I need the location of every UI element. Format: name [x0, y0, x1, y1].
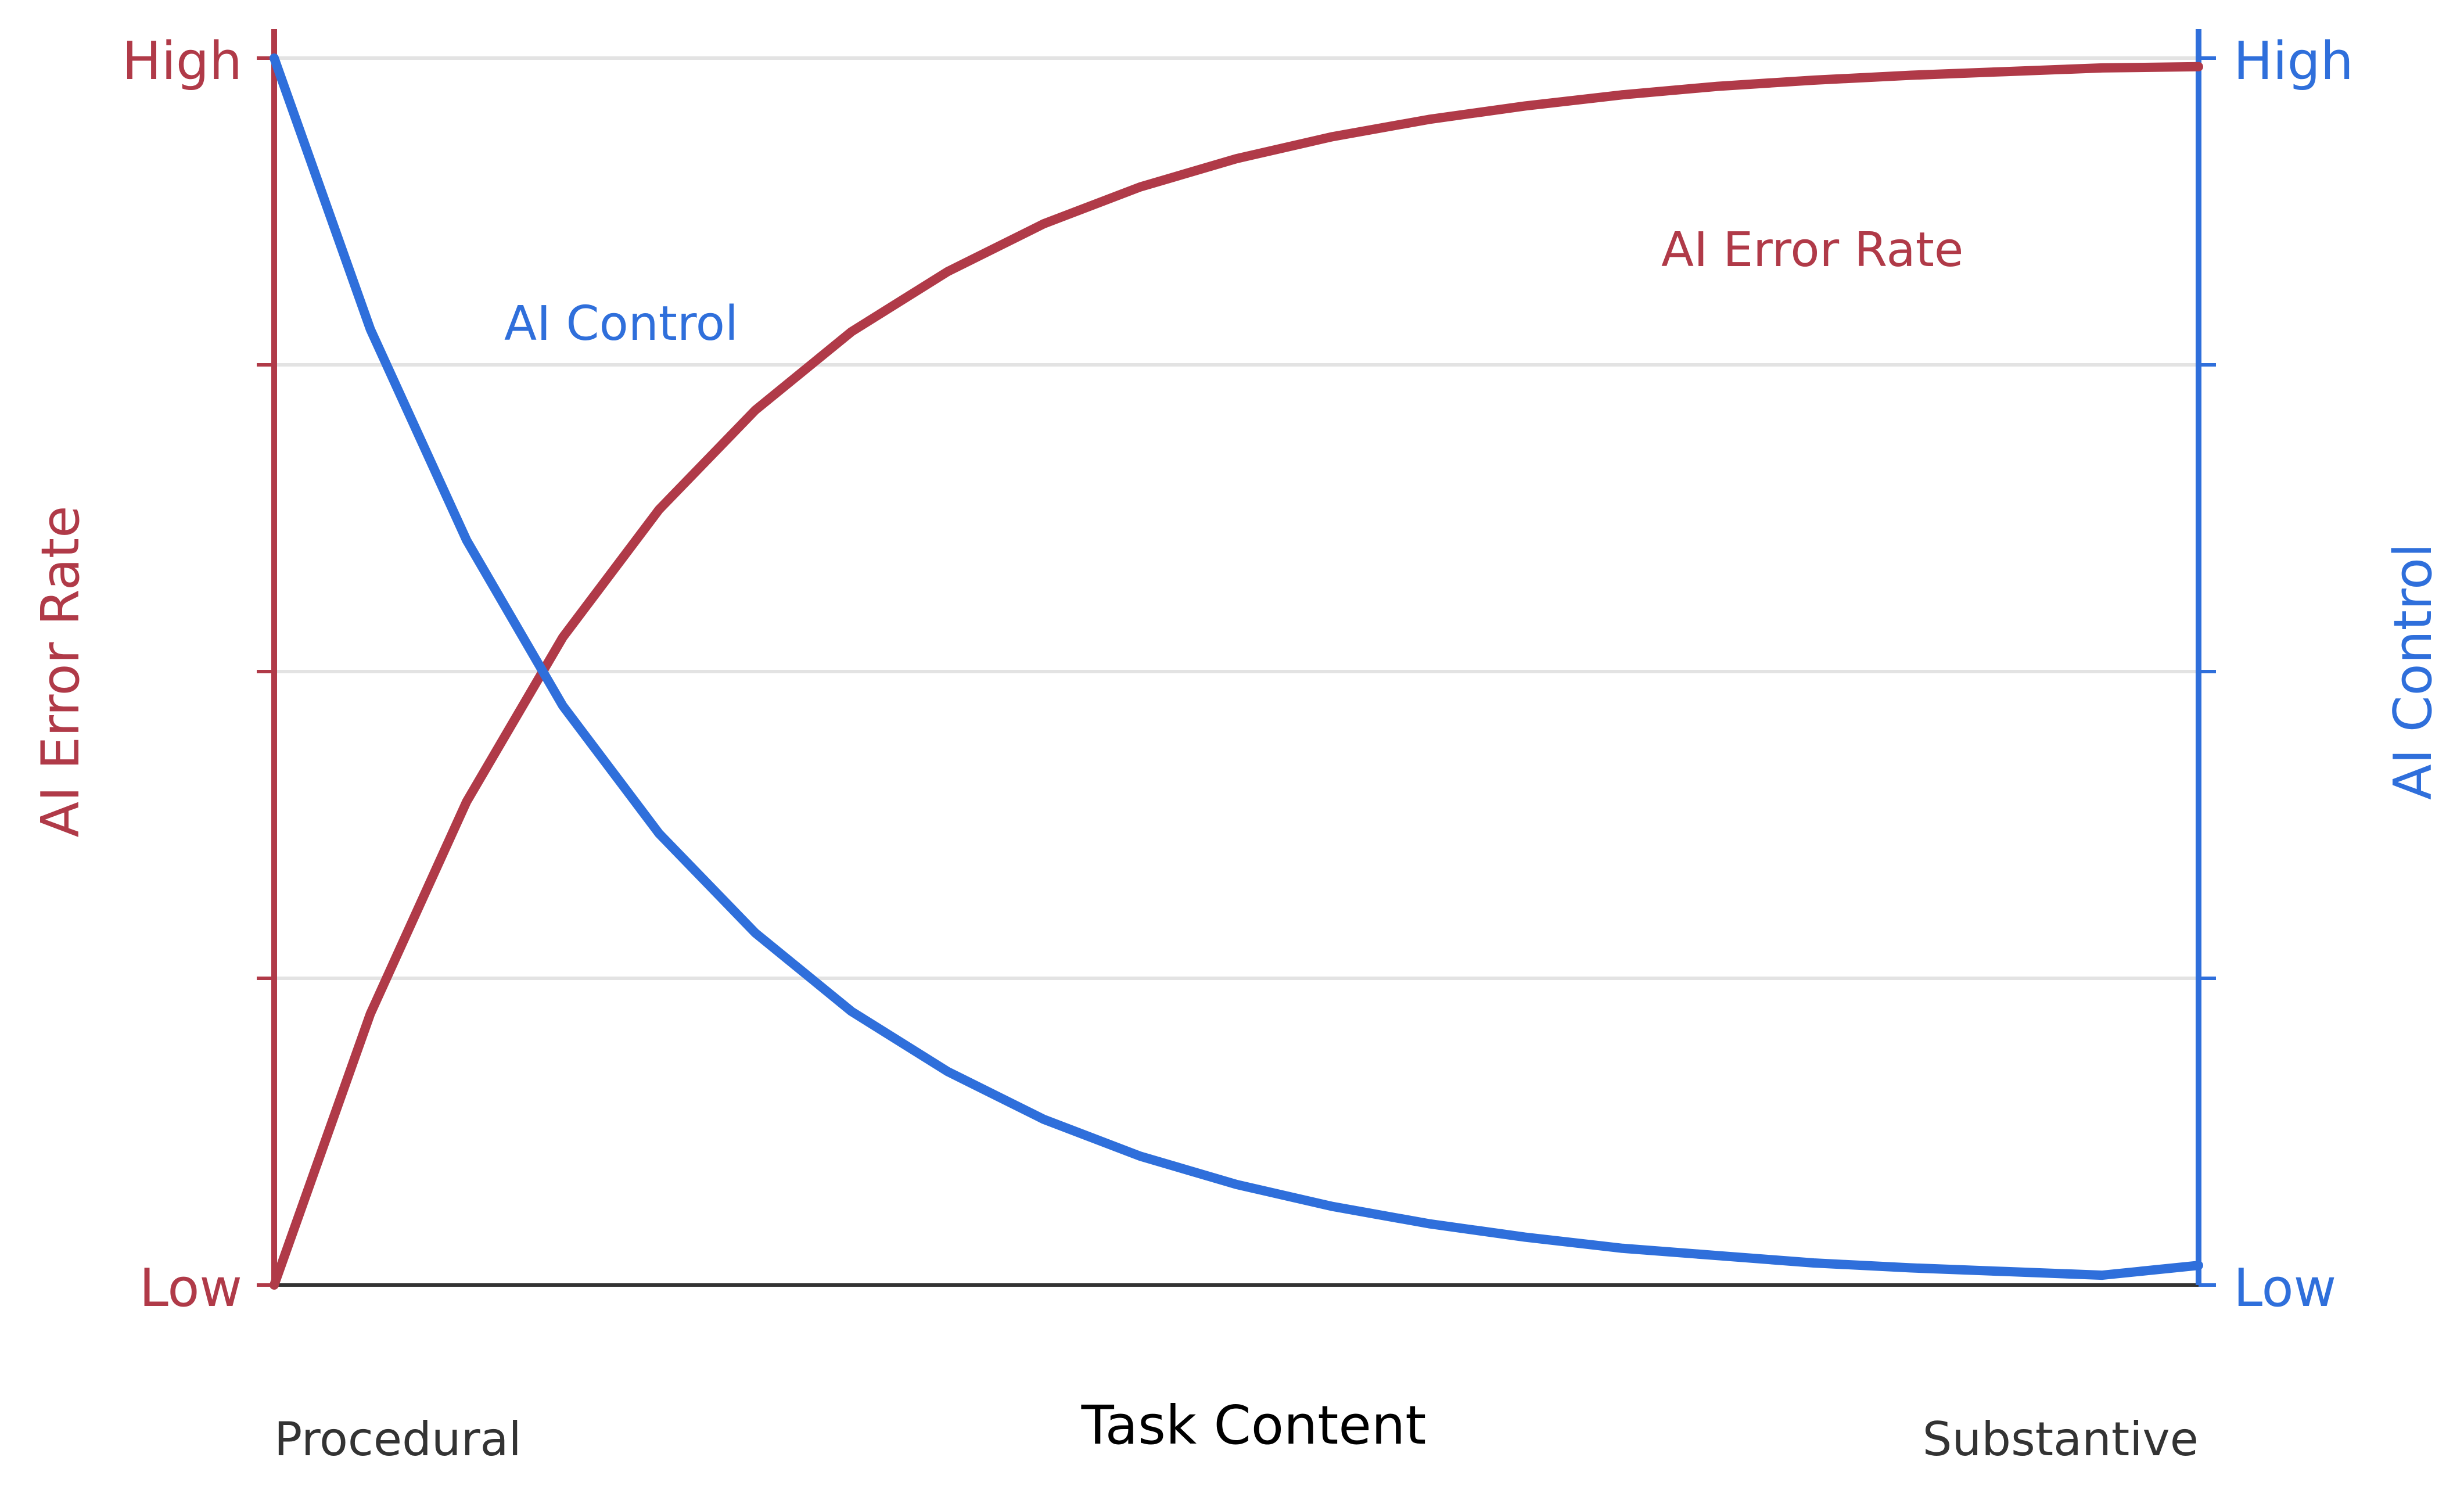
series-line-ai-error-rate	[270, 62, 2203, 1290]
grid	[274, 56, 2199, 980]
axes	[257, 29, 2216, 1287]
left-tick-label-high: High	[122, 31, 242, 92]
left-tick-label-low: Low	[139, 1258, 242, 1319]
series	[270, 53, 2203, 1290]
annotation-ai-error-rate: AI Error Rate	[1661, 222, 1963, 278]
series-line-ai-control	[270, 53, 2203, 1280]
right-tick-label-low: Low	[2233, 1258, 2336, 1319]
right-axis-title: AI Control	[2383, 543, 2444, 800]
x-label-procedural: Procedural	[274, 1412, 522, 1466]
right-tick-label-high: High	[2233, 31, 2354, 92]
x-label-substantive: Substantive	[1923, 1412, 2199, 1466]
x-axis-title: Task Content	[1081, 1394, 1427, 1456]
annotation-ai-control: AI Control	[504, 296, 738, 351]
labels: High Low High Low AI Error Rate AI Control Tas…	[30, 31, 2444, 1466]
left-axis-title: AI Error Rate	[30, 505, 91, 837]
